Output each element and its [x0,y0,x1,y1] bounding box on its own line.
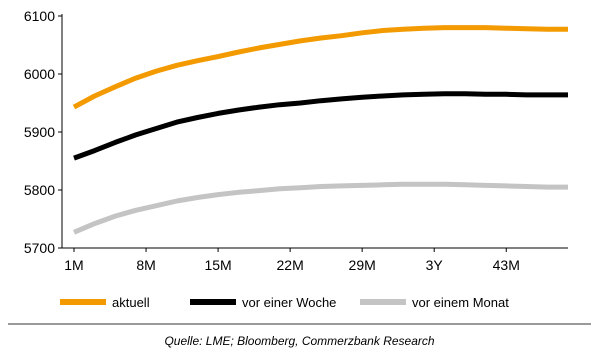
plot-lines [72,25,568,235]
axes [61,14,568,249]
x-tick-label: 22M [277,257,304,273]
x-axis-ticks: 1M 8M 15M 22M 29M 3Y 43M [64,248,520,273]
legend-label-2: vor einem Monat [412,295,509,310]
x-tick-label: 43M [493,257,520,273]
y-tick-label: 6100 [24,8,55,24]
source-note: Quelle: LME; Bloomberg, Commerzbank Rese… [164,334,435,348]
x-tick-label: 3Y [426,257,444,273]
x-tick-label: 29M [349,257,376,273]
chart-legend: aktuell vor einer Woche vor einem Monat [60,295,509,310]
series-line-2 [73,181,568,235]
y-axis-ticks: 5700 5800 5900 6000 6100 [24,8,62,256]
separator-line [8,323,591,325]
x-tick-label: 1M [64,257,83,273]
y-tick-label: 5800 [24,182,55,198]
series-line-0 [72,25,568,110]
series-line-1 [73,91,568,161]
y-tick-label: 5900 [24,124,55,140]
legend-label-1: vor einer Woche [242,295,336,310]
y-tick-label: 5700 [24,240,55,256]
x-tick-label: 8M [136,257,155,273]
y-tick-label: 6000 [24,66,55,82]
legend-label-0: aktuell [112,295,150,310]
x-tick-label: 15M [204,257,231,273]
